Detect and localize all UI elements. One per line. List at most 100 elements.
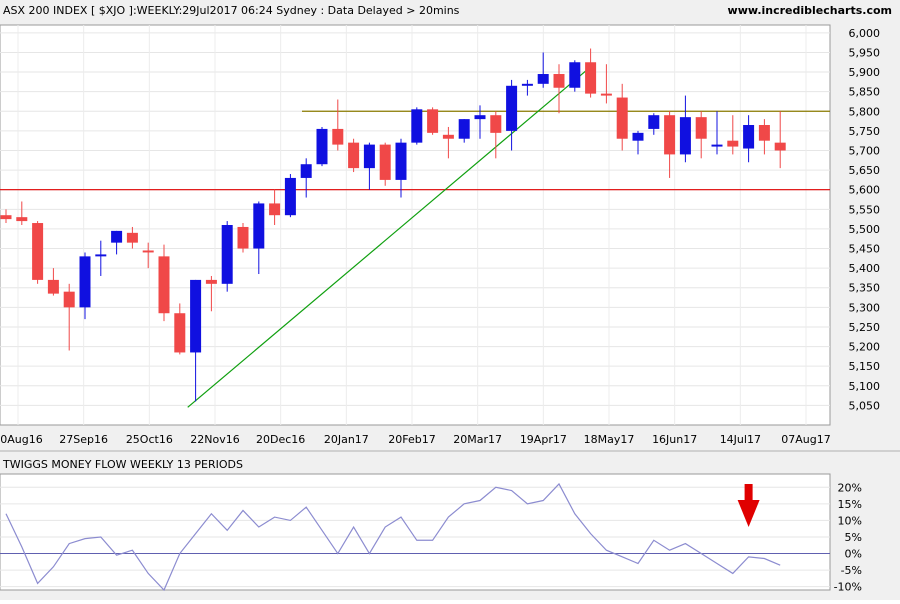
candle-body — [221, 225, 233, 284]
candle-body — [679, 117, 691, 155]
candle — [79, 252, 91, 320]
candle — [47, 268, 59, 296]
candle-body — [316, 128, 328, 165]
candle — [537, 52, 549, 88]
candle — [174, 303, 186, 355]
y-tick-label: 5,750 — [849, 125, 881, 138]
candle — [521, 79, 533, 96]
x-tick-label: 19Apr17 — [520, 433, 567, 446]
candle — [32, 221, 44, 284]
candle-body — [632, 132, 644, 141]
candle — [506, 79, 518, 151]
arrow-head — [737, 500, 760, 527]
down-arrow-marker — [737, 484, 760, 527]
candle-body — [616, 97, 628, 139]
candle — [363, 142, 375, 190]
y-tick-label: 5,050 — [849, 399, 881, 412]
candle — [111, 230, 123, 255]
candle-body — [142, 250, 154, 253]
candle — [648, 113, 660, 135]
candle-body — [458, 119, 470, 139]
y-tick-label: 5,700 — [849, 144, 881, 157]
candle-body — [774, 142, 786, 151]
candle — [490, 111, 502, 159]
candle-body — [363, 144, 375, 169]
candle — [332, 99, 344, 151]
candle-body — [126, 232, 138, 243]
indicator-panel: TWIGGS MONEY FLOW WEEKLY 13 PERIODS 20% 1… — [0, 458, 862, 594]
candle — [474, 105, 486, 139]
candle-body — [269, 203, 281, 216]
y-tick-label: 5,450 — [849, 243, 881, 256]
candle — [616, 83, 628, 151]
x-tick-label: 20Dec16 — [256, 433, 305, 446]
candle — [205, 275, 217, 312]
candle-body — [332, 128, 344, 145]
money-flow-line — [5, 482, 781, 592]
header: ASX 200 INDEX [ $XJO ]:WEEKLY:29Jul2017 … — [3, 4, 892, 17]
candle-body — [585, 62, 597, 94]
candle — [679, 95, 691, 163]
candle-body — [521, 83, 533, 86]
price-y-axis: 5,050 5,100 5,150 5,200 5,250 5,300 5,350 5,400… — [849, 27, 881, 413]
candle-body — [442, 134, 454, 139]
candle-body — [427, 109, 439, 133]
chart-title: ASX 200 INDEX [ $XJO ]:WEEKLY:29Jul2017 … — [3, 4, 460, 17]
candle-body — [379, 144, 391, 180]
candle-body — [111, 230, 123, 243]
x-tick-label: 14Jul17 — [720, 433, 761, 446]
candle — [774, 111, 786, 169]
candle — [142, 242, 154, 269]
candle — [348, 138, 360, 173]
candle-body — [664, 115, 676, 155]
indicator-grid — [0, 486, 830, 588]
price-overlays — [0, 63, 830, 408]
indicator-y-tick-label: 15% — [838, 498, 862, 511]
candle — [221, 221, 233, 292]
candle — [664, 111, 676, 178]
x-tick-label: 07Aug17 — [781, 433, 830, 446]
indicator-y-tick-label: -10% — [834, 581, 862, 594]
candle — [569, 60, 581, 92]
candle-body — [63, 291, 75, 308]
x-tick-label: 16Jun17 — [652, 433, 697, 446]
candle-body — [0, 215, 12, 220]
candle-body — [648, 115, 660, 129]
price-x-axis: 30Aug16 27Sep16 25Oct16 22Nov16 20Dec16 20Jan… — [0, 433, 831, 446]
indicator-line — [5, 482, 781, 592]
candle-body — [205, 279, 217, 284]
candle — [379, 142, 391, 186]
candle-body — [474, 115, 486, 120]
candle-body — [395, 142, 407, 180]
candle — [411, 107, 423, 145]
candle — [711, 111, 723, 155]
x-tick-label: 22Nov16 — [190, 433, 239, 446]
y-tick-label: 5,600 — [849, 184, 881, 197]
y-tick-label: 5,150 — [849, 360, 881, 373]
candle — [190, 279, 202, 402]
candle-body — [695, 117, 707, 139]
candle — [269, 189, 281, 225]
y-tick-label: 5,500 — [849, 223, 881, 236]
indicator-y-tick-label: 0% — [845, 548, 862, 561]
x-tick-label: 25Oct16 — [126, 433, 173, 446]
y-tick-label: 5,950 — [849, 46, 881, 59]
price-panel: 5,050 5,100 5,150 5,200 5,250 5,300 5,350 5,400… — [0, 24, 881, 446]
candle — [695, 111, 707, 159]
candle-body — [711, 144, 723, 147]
y-tick-label: 6,000 — [849, 27, 881, 40]
indicator-title: TWIGGS MONEY FLOW WEEKLY 13 PERIODS — [2, 458, 243, 471]
candle-body — [553, 74, 565, 88]
y-tick-label: 5,550 — [849, 203, 881, 216]
indicator-y-tick-label: 20% — [838, 481, 862, 494]
x-tick-label: 27Sep16 — [59, 433, 108, 446]
candle — [600, 64, 612, 104]
candle-body — [32, 223, 44, 280]
x-tick-label: 20Jan17 — [324, 433, 369, 446]
candle — [442, 126, 454, 159]
candle — [253, 201, 265, 275]
candle-body — [158, 256, 170, 314]
candle — [126, 226, 138, 249]
